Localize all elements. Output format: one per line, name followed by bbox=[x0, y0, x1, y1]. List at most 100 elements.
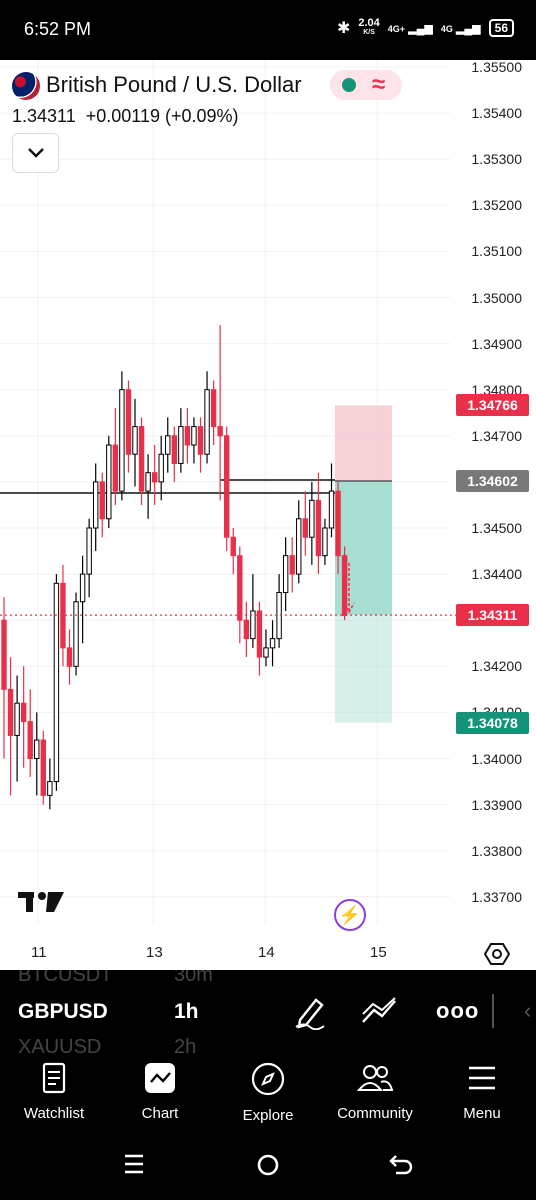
status-icons: ✱ 2.04 K/S 4G+ ▂▄▆ 4G ▂▄▆ 56 bbox=[337, 18, 514, 38]
flag-icon bbox=[12, 72, 40, 100]
wave-icon: ≈ bbox=[372, 71, 386, 98]
profit-zone bbox=[335, 615, 392, 723]
bluetooth-icon: ✱ bbox=[336, 20, 351, 37]
candle bbox=[302, 518, 309, 538]
current-price-tag: 1.34311 bbox=[456, 604, 529, 627]
y-axis-label: 1.34800 bbox=[471, 381, 522, 398]
price-change: +0.00119 (+0.09%) bbox=[85, 106, 239, 126]
home-icon[interactable] bbox=[255, 1152, 281, 1178]
drawing-pen-icon[interactable] bbox=[292, 994, 328, 1030]
candle bbox=[210, 389, 217, 428]
y-axis-label: 1.33800 bbox=[471, 842, 522, 859]
candle bbox=[145, 472, 151, 492]
candle bbox=[243, 619, 250, 640]
y-axis-label: 1.35300 bbox=[471, 151, 522, 168]
chevron-left-icon[interactable]: ‹ bbox=[524, 998, 532, 1023]
candle bbox=[184, 426, 191, 446]
candle bbox=[230, 536, 236, 557]
price-chart[interactable] bbox=[0, 60, 536, 970]
y-axis-label: 1.34900 bbox=[471, 335, 522, 352]
candle bbox=[341, 555, 348, 617]
stop-loss-zone bbox=[335, 405, 392, 481]
stop-loss-tag: 1.34766 bbox=[456, 394, 529, 417]
trendline-icon[interactable] bbox=[360, 996, 398, 1026]
price-summary: 1.34311 +0.00119 (+0.09%) bbox=[12, 106, 239, 127]
more-options-icon[interactable]: ooo bbox=[436, 998, 480, 1023]
candle bbox=[34, 739, 40, 759]
watchlist-icon bbox=[42, 1062, 66, 1094]
candle bbox=[66, 647, 73, 667]
status-bar: 6:52 PM ✱ 2.04 K/S 4G+ ▂▄▆ 4G ▂▄▆ 56 bbox=[0, 0, 536, 60]
y-axis-label: 1.34200 bbox=[471, 658, 522, 675]
y-axis-label: 1.34700 bbox=[471, 427, 522, 444]
nav-item-menu[interactable]: Menu bbox=[432, 1062, 532, 1122]
candle bbox=[27, 721, 33, 759]
nav-item-explore[interactable]: Explore bbox=[218, 1062, 318, 1124]
nav-item-community[interactable]: Community bbox=[325, 1062, 425, 1122]
net-speed: 2.04 K/S bbox=[358, 17, 380, 37]
y-axis-label: 1.35200 bbox=[471, 197, 522, 214]
candle bbox=[119, 389, 125, 492]
status-dot-icon bbox=[342, 78, 356, 92]
symbol-prev[interactable]: BTCUSDT bbox=[18, 970, 113, 986]
hamburger-icon bbox=[469, 1066, 495, 1090]
candle bbox=[125, 389, 132, 455]
candle bbox=[335, 490, 341, 557]
lightning-icon: ⚡ bbox=[338, 904, 362, 925]
candle bbox=[7, 688, 14, 736]
system-navigation bbox=[0, 1132, 536, 1200]
toolbar-divider bbox=[492, 994, 494, 1028]
chart-settings-icon[interactable] bbox=[484, 941, 510, 967]
nav-item-watchlist[interactable]: Watchlist bbox=[4, 1062, 104, 1122]
y-axis-label: 1.35000 bbox=[471, 289, 522, 306]
candle bbox=[256, 610, 263, 658]
x-axis-label: 13 bbox=[146, 944, 163, 961]
candle bbox=[1, 619, 7, 690]
back-icon[interactable] bbox=[388, 1152, 414, 1178]
direction-arrow bbox=[343, 563, 355, 614]
tradingview-logo bbox=[18, 892, 64, 912]
candle bbox=[165, 435, 171, 455]
indicator-toggle[interactable]: ≈ bbox=[330, 70, 402, 100]
candle bbox=[191, 426, 197, 446]
chevron-down-icon bbox=[27, 148, 44, 158]
candle bbox=[40, 739, 46, 796]
candle bbox=[53, 582, 60, 783]
signal-icon: 4G+ ▂▄▆ bbox=[387, 22, 433, 35]
nav-item-chart[interactable]: Chart bbox=[110, 1062, 210, 1122]
candle bbox=[217, 426, 223, 437]
y-axis-label: 1.34000 bbox=[471, 750, 522, 767]
y-axis-label: 1.35400 bbox=[471, 105, 522, 122]
candle bbox=[86, 527, 92, 575]
recent-apps-icon[interactable] bbox=[122, 1152, 146, 1176]
candle bbox=[309, 499, 315, 538]
candle bbox=[224, 435, 230, 538]
chart-area[interactable] bbox=[0, 60, 536, 970]
candle bbox=[289, 555, 295, 575]
candle bbox=[158, 453, 164, 483]
candle bbox=[296, 518, 302, 575]
community-icon bbox=[356, 1065, 394, 1091]
symbol-next[interactable]: XAUUSD bbox=[18, 1036, 102, 1054]
candle bbox=[20, 702, 27, 723]
timeframe-current[interactable]: 1h bbox=[174, 1000, 199, 1023]
candle bbox=[79, 573, 86, 603]
candle bbox=[14, 702, 20, 736]
timeframe-next[interactable]: 2h bbox=[174, 1036, 197, 1054]
battery-icon: 56 bbox=[488, 19, 514, 37]
symbol-title[interactable]: British Pound / U.S. Dollar bbox=[46, 72, 302, 97]
take-profit-tag: 1.34078 bbox=[456, 711, 529, 734]
candle bbox=[197, 426, 204, 455]
timeframe-prev[interactable]: 30m bbox=[174, 970, 213, 986]
collapse-button[interactable] bbox=[12, 133, 59, 173]
chart-toolbar: BTCUSDT GBPUSD XAUUSD 30m 1h 2h ooo ‹ bbox=[0, 970, 536, 1054]
x-axis-label: 11 bbox=[31, 944, 47, 961]
last-price: 1.34311 bbox=[12, 106, 76, 126]
symbol-current[interactable]: GBPUSD bbox=[18, 1000, 108, 1023]
y-axis-label: 1.35500 bbox=[471, 59, 522, 75]
lightning-button[interactable]: ⚡ bbox=[334, 899, 366, 931]
candle bbox=[263, 647, 269, 658]
candle bbox=[269, 638, 276, 649]
candle bbox=[138, 426, 145, 492]
candle bbox=[99, 481, 105, 520]
